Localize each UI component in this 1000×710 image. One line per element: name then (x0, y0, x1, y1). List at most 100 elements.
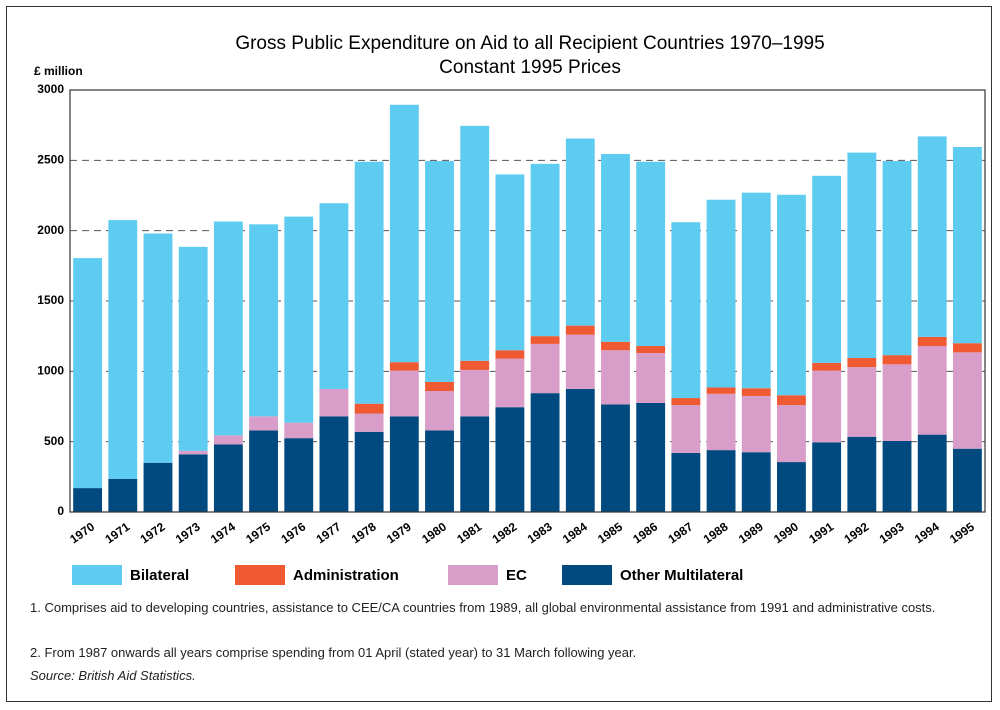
x-tick-label: 1979 (384, 519, 414, 546)
bar-segment (882, 364, 912, 441)
bar-segment (354, 413, 384, 432)
bar-segment (389, 362, 419, 371)
bar-segment (530, 343, 560, 394)
bar-segment (741, 192, 771, 389)
bar-segment (917, 336, 947, 347)
bar-segment (389, 104, 419, 363)
x-tick-label: 1978 (349, 519, 379, 546)
x-tick-label: 1994 (912, 519, 942, 546)
legend-label: Administration (293, 567, 399, 584)
bar-segment (952, 146, 982, 344)
x-tick-label: 1993 (877, 519, 907, 546)
bar-segment (671, 398, 701, 406)
bar-segment (389, 370, 419, 417)
legend-label: Bilateral (130, 567, 189, 584)
x-tick-label: 1976 (278, 519, 308, 546)
bar-segment (249, 430, 278, 512)
bar-segment (917, 136, 947, 337)
legend-swatch (72, 565, 122, 585)
bar-segment (565, 325, 595, 335)
bar-segment (565, 138, 595, 326)
x-tick-label: 1987 (666, 519, 696, 546)
bar-segment (565, 388, 595, 512)
bar-segment (601, 341, 630, 351)
x-tick-label: 1971 (102, 519, 132, 546)
x-tick-label: 1985 (595, 519, 625, 546)
y-tick-label: 2500 (37, 153, 64, 167)
bar-segment (812, 362, 842, 371)
bar-segment (952, 343, 982, 353)
bar-segment (882, 161, 912, 356)
bar-segment (425, 391, 454, 431)
bar-segment (354, 431, 384, 512)
source: Source: British Aid Statistics. (30, 668, 196, 683)
x-tick-label: 1983 (525, 519, 555, 546)
bar-segment (882, 440, 912, 512)
bar-segment (565, 334, 595, 389)
x-tick-label: 1974 (208, 519, 238, 546)
legend-label: EC (506, 567, 527, 584)
bar-segment (636, 161, 666, 347)
bar-segment (812, 370, 842, 443)
bar-segment (178, 450, 208, 455)
bar-segment (495, 174, 525, 351)
bar-segment (601, 154, 630, 342)
x-tick-label: 1977 (314, 519, 344, 546)
bar-segment (777, 405, 806, 463)
bar-segment (319, 203, 349, 389)
bar-segment (952, 352, 982, 449)
bar-segment (741, 395, 771, 453)
bar-segment (319, 388, 349, 417)
y-tick-label: 1000 (37, 364, 64, 378)
bar-segment (319, 416, 349, 512)
bar-segment (495, 350, 525, 359)
bar-segment (143, 233, 173, 463)
bar-segment (847, 357, 877, 368)
bar-segment (284, 422, 314, 439)
bar-segment (706, 393, 736, 451)
x-tick-label: 1972 (138, 519, 168, 546)
bar-segment (460, 125, 490, 361)
bar-segment (425, 161, 454, 382)
bar-segment (213, 221, 243, 436)
bar-segment (952, 448, 982, 512)
x-tick-label: 1973 (173, 519, 203, 546)
x-tick-label: 1970 (67, 519, 97, 546)
plot-border (69, 89, 986, 513)
bar-segment (213, 444, 243, 512)
bar-segment (460, 416, 490, 512)
bar-segment (108, 220, 138, 479)
bar-segment (530, 163, 560, 337)
bar-segment (601, 404, 630, 512)
bar-segment (706, 450, 736, 512)
chart-subtitle: Constant 1995 Prices (439, 57, 621, 78)
bar-segment (249, 224, 278, 417)
bar-segment (143, 462, 173, 512)
bar-segment (354, 403, 384, 414)
x-tick-label: 1991 (806, 519, 836, 546)
bar-segment (460, 360, 490, 370)
x-tick-label: 1986 (630, 519, 660, 546)
bar-segment (671, 405, 701, 453)
legend-label: Other Multilateral (620, 567, 743, 584)
footnote: 1. Comprises aid to developing countries… (30, 600, 936, 615)
bar-segment (495, 407, 525, 512)
y-tick-label: 2000 (37, 223, 64, 237)
bar-segment (706, 199, 736, 388)
bar-segment (777, 395, 806, 406)
bar-segment (354, 161, 384, 404)
bar-segment (636, 353, 666, 403)
y-axis-label: £ million (34, 64, 83, 78)
bar-segment (917, 434, 947, 512)
bar-segment (636, 346, 666, 354)
bar-segment (249, 416, 278, 431)
x-tick-label: 1981 (454, 519, 484, 546)
legend-swatch (235, 565, 285, 585)
x-tick-label: 1984 (560, 519, 590, 546)
y-tick-label: 0 (57, 504, 64, 518)
bar-segment (671, 222, 701, 399)
x-tick-label: 1988 (701, 519, 731, 546)
x-tick-label: 1995 (947, 519, 977, 546)
